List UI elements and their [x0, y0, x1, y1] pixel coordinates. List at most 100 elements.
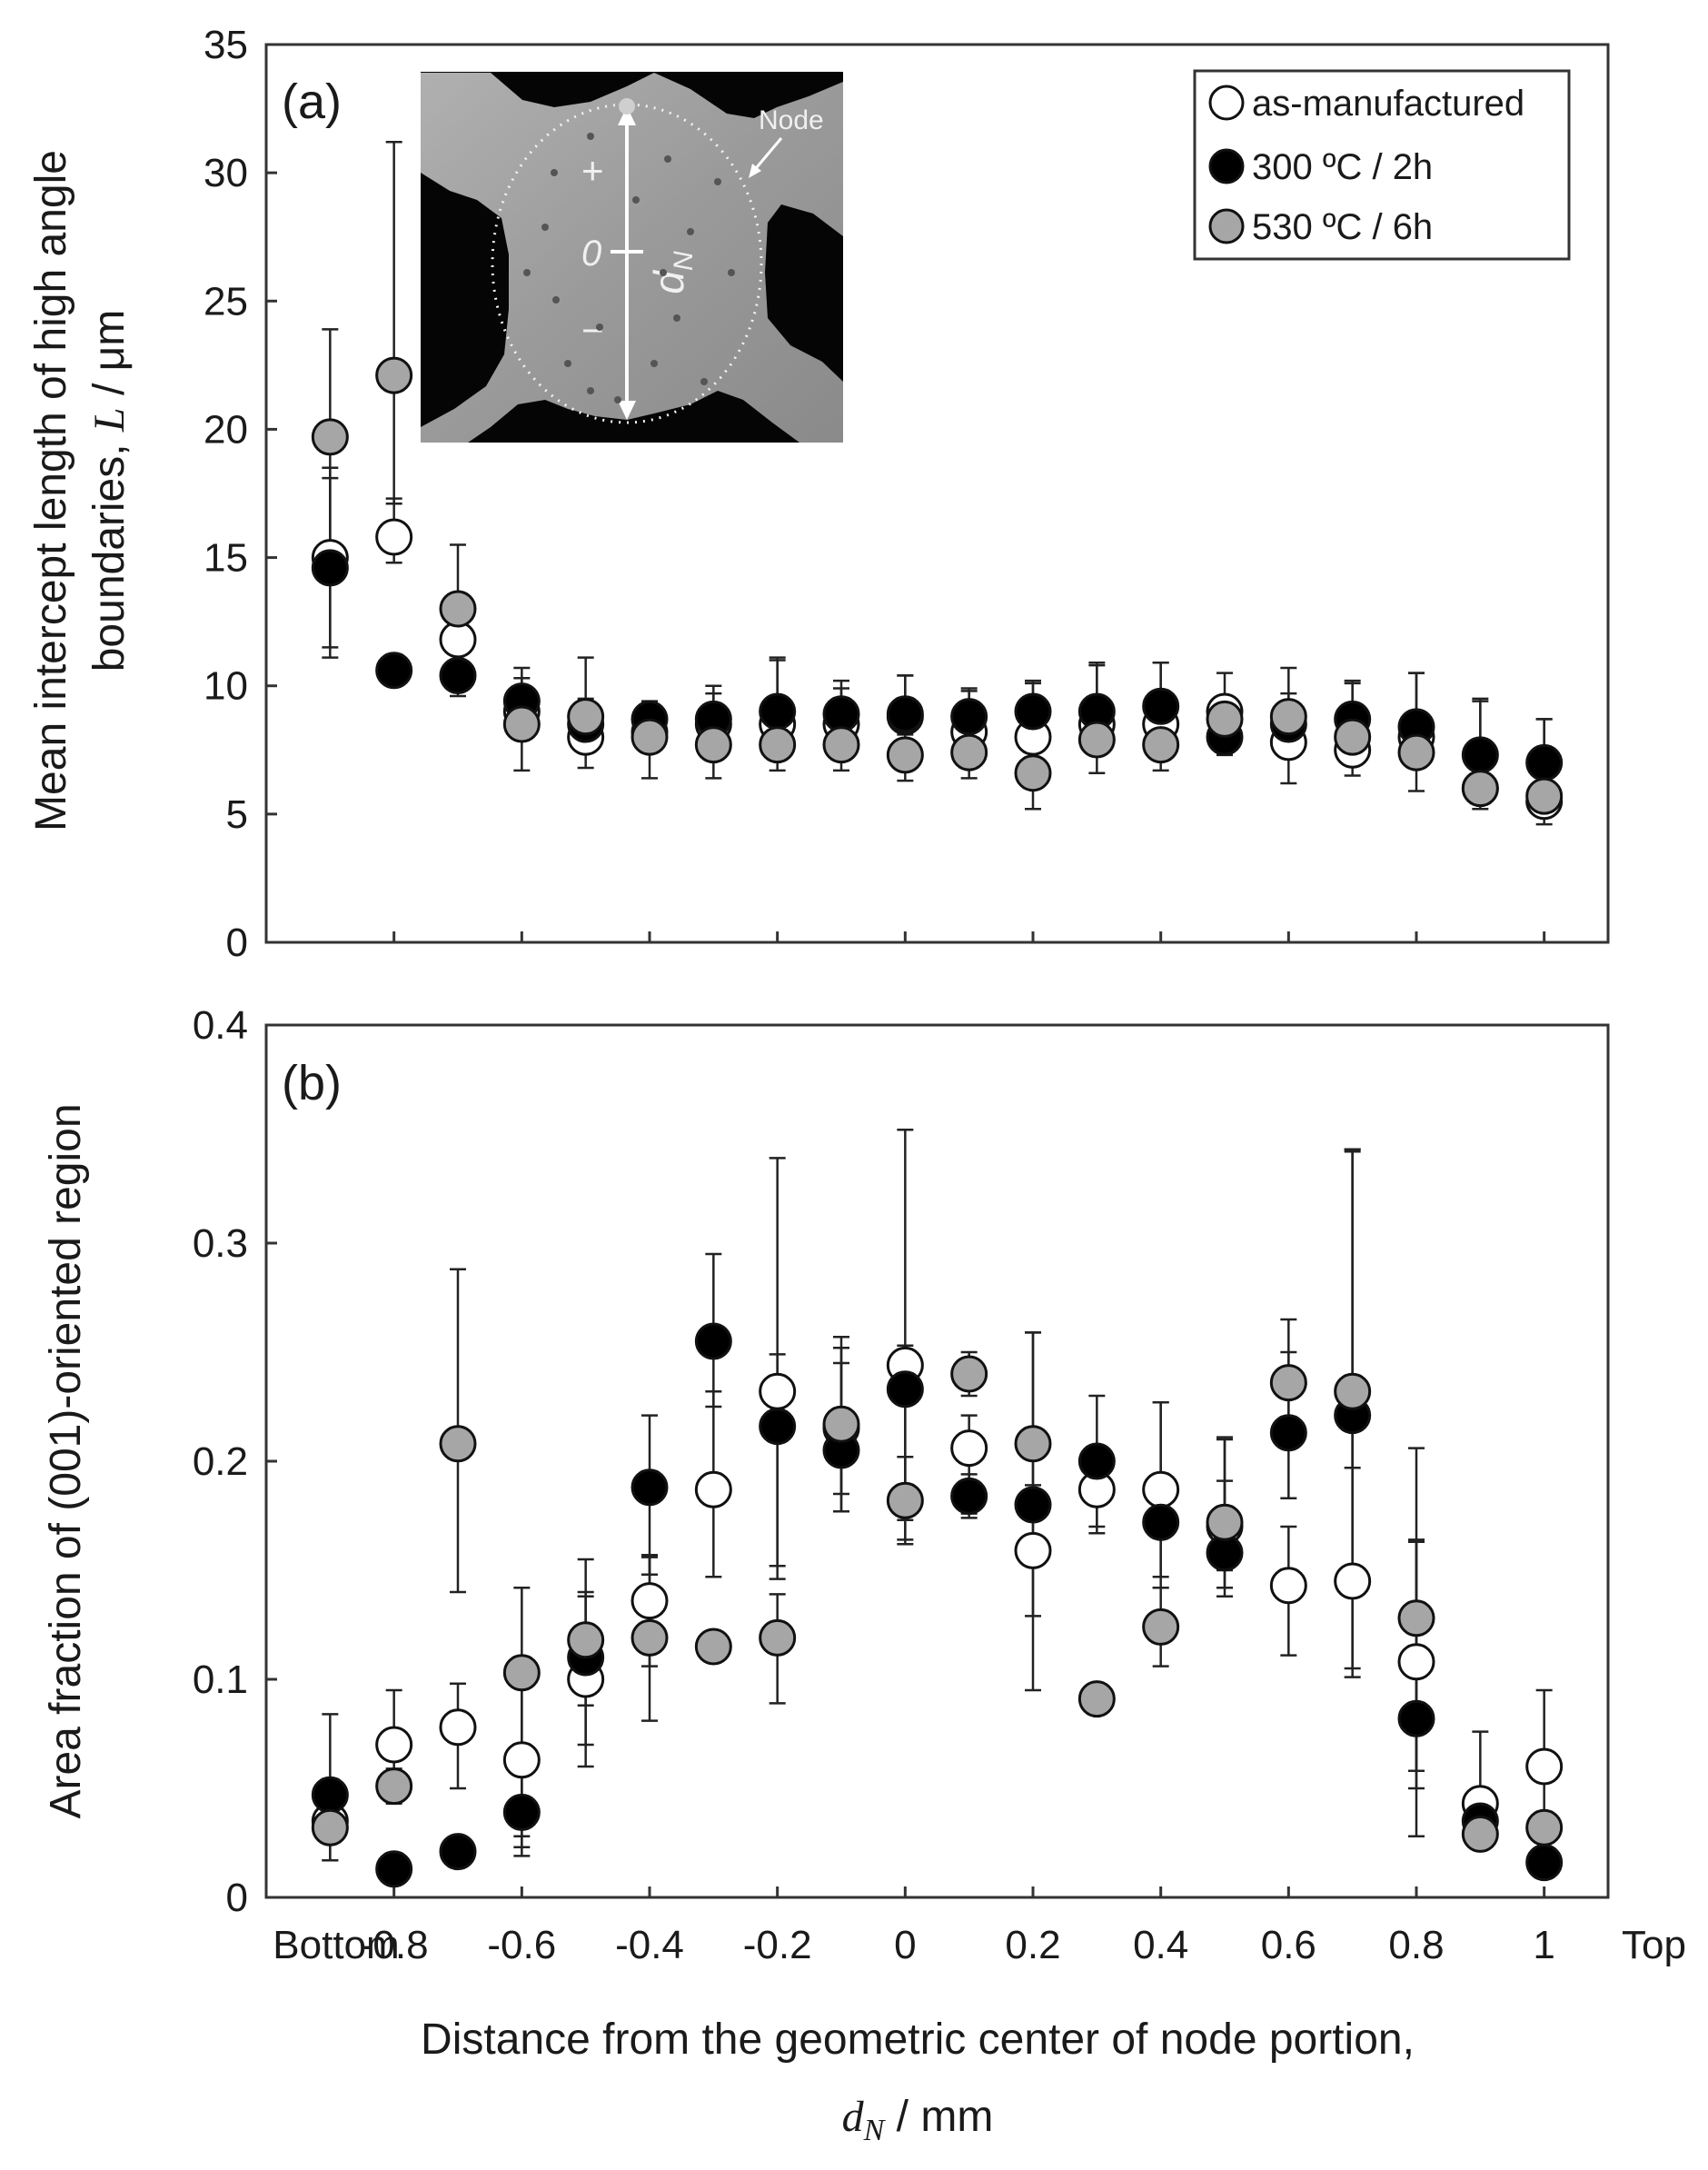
point-530C: [822, 1405, 860, 1443]
panel-b-ylabel: Area fraction of (001)-oriented region: [42, 1103, 90, 1818]
point-530C: [886, 1481, 924, 1519]
y-tick-label-a-5: 25: [204, 279, 248, 324]
point-530C: [502, 705, 541, 743]
x-tick-label-8: 0.6: [1261, 1923, 1316, 1967]
inset-dot: [664, 155, 671, 163]
inset-top-marker: [619, 98, 635, 114]
point-as-manufactured: [375, 518, 413, 556]
point-300C: [502, 1793, 541, 1831]
point-300C: [1077, 1442, 1116, 1480]
point-as-manufactured: [1142, 1470, 1180, 1508]
point-as-manufactured: [1525, 1747, 1564, 1786]
legend-label-530C: 530 ºC / 6h: [1252, 207, 1433, 247]
inset-dot: [673, 314, 680, 322]
point-300C: [1397, 1699, 1435, 1737]
inset-dot: [714, 178, 721, 185]
point-300C: [694, 1322, 732, 1360]
panel-b-y-ticks: 0 0.1 0.2 0.3 0.4: [193, 1003, 1546, 1920]
inset-plus-label: +: [581, 149, 604, 192]
x-tick-label-4: -0.2: [743, 1923, 812, 1967]
point-530C: [1461, 770, 1499, 808]
point-530C: [1334, 718, 1372, 756]
point-530C: [1269, 1364, 1307, 1402]
panel-a-label: (a): [282, 75, 342, 129]
point-as-manufactured: [502, 1741, 541, 1779]
point-530C: [1142, 1608, 1180, 1646]
point-300C: [759, 1408, 797, 1446]
y-tick-label-a-3: 15: [204, 536, 248, 581]
inset-dn-label: dN: [645, 251, 699, 294]
y-tick-label-a-7: 35: [204, 23, 248, 67]
point-as-manufactured: [1269, 1567, 1307, 1605]
error-bar-530C: [1025, 1331, 1041, 1511]
point-530C: [759, 1618, 797, 1657]
legend-item-530C: 530 ºC / 6h: [1208, 207, 1433, 247]
panel-b-frame: [264, 1023, 1610, 1899]
inset-zero-label: 0: [581, 234, 601, 274]
inset-arrow-head-top: [618, 106, 636, 125]
legend-label-as-manufactured: as-manufactured: [1252, 84, 1524, 124]
x-tick-label-10: 1: [1533, 1923, 1554, 1967]
point-300C: [311, 549, 349, 587]
point-as-manufactured: [950, 1429, 988, 1468]
inset-node-label: Node: [759, 105, 824, 135]
x-tick-label-6: 0.2: [1005, 1923, 1060, 1967]
point-as-manufactured: [759, 1372, 797, 1410]
point-530C: [439, 590, 477, 628]
point-530C: [375, 356, 413, 394]
point-300C: [311, 1776, 349, 1814]
inset-micrograph: + 0 − dN Node: [421, 72, 843, 443]
inset-dot: [660, 269, 667, 276]
x-axis-title-line1: Distance from the geometric center of no…: [421, 2016, 1415, 2064]
inset-dot: [632, 196, 640, 204]
legend: as-manufactured 300 ºC / 2h 530 ºC / 6h: [1193, 69, 1571, 261]
inset-node-pointer: [750, 137, 783, 174]
y-tick-label-b-0: 0: [226, 1876, 248, 1920]
point-as-manufactured: [1334, 1562, 1372, 1600]
point-530C: [567, 698, 605, 736]
inset-dot: [541, 224, 549, 231]
point-300C: [1014, 692, 1052, 731]
point-300C: [439, 1833, 477, 1871]
point-300C: [1525, 743, 1564, 781]
point-530C: [1397, 1599, 1435, 1637]
x-tick-label-1: -0.8: [360, 1923, 429, 1967]
point-530C: [567, 1621, 605, 1659]
y-tick-label-b-4: 0.4: [193, 1003, 248, 1048]
point-300C: [886, 1370, 924, 1409]
legend-label-300C: 300 ºC / 2h: [1252, 147, 1433, 187]
point-530C: [886, 736, 924, 774]
inset-dot: [650, 360, 658, 367]
inset-dot: [614, 396, 621, 403]
panel-b-chart: (b) 0 0.1 0.2 0.3 0.4 Area fraction of (001)…: [42, 1003, 1610, 1920]
y-tick-label-a-1: 5: [226, 792, 248, 837]
point-530C: [1014, 1425, 1052, 1463]
point-530C: [502, 1654, 541, 1692]
y-tick-label-b-1: 0.1: [193, 1657, 248, 1702]
point-530C: [1525, 1808, 1564, 1846]
y-tick-label-a-2: 10: [204, 664, 248, 709]
point-530C: [439, 1425, 477, 1463]
x-tick-label-3: -0.4: [615, 1923, 684, 1967]
inset-dot: [564, 360, 571, 367]
panel-b-data: [311, 1128, 1564, 1888]
point-530C: [1334, 1372, 1372, 1410]
error-bar-530C: [385, 141, 402, 505]
point-530C: [1077, 1680, 1116, 1718]
panel-a-data: [311, 141, 1564, 826]
y-tick-label-a-6: 30: [204, 151, 248, 195]
point-530C: [1397, 733, 1435, 771]
point-300C: [1014, 1486, 1052, 1524]
point-as-manufactured: [1397, 1643, 1435, 1681]
inset-dot: [587, 133, 594, 140]
point-300C: [759, 692, 797, 731]
point-300C: [1142, 687, 1180, 725]
point-300C: [1461, 736, 1499, 774]
inset-dot: [596, 324, 603, 331]
point-530C: [1461, 1815, 1499, 1853]
point-300C: [822, 695, 860, 733]
point-530C: [1077, 721, 1116, 759]
inset-node-pointer-head: [749, 164, 761, 178]
point-as-manufactured: [439, 1708, 477, 1747]
point-300C: [950, 698, 988, 736]
